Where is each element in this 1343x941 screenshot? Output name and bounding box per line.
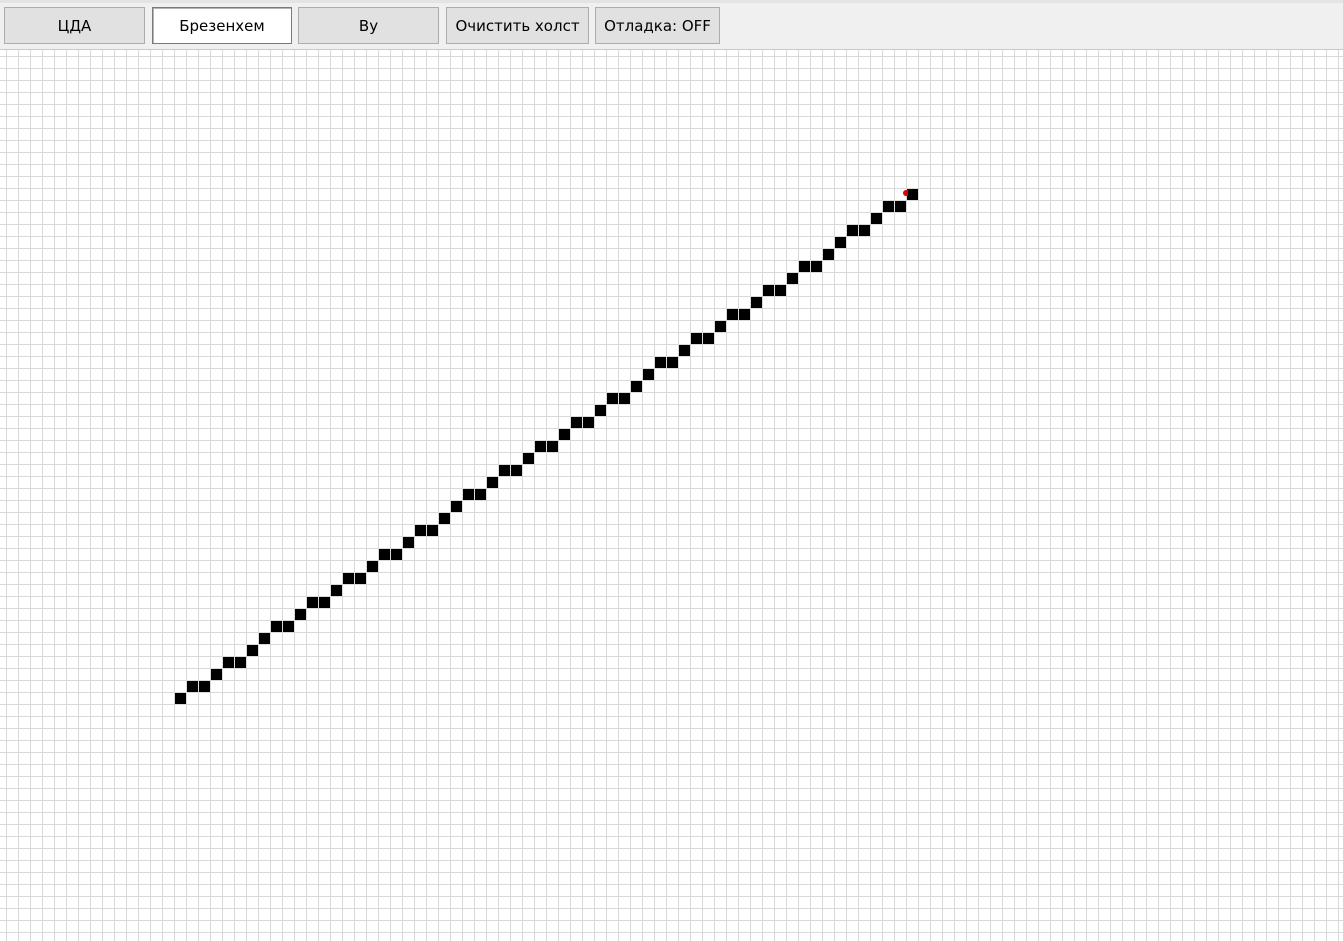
line-pixel (703, 333, 714, 344)
line-pixel (223, 657, 234, 668)
line-pixel (439, 513, 450, 524)
line-pixel (295, 609, 306, 620)
line-pixel (679, 345, 690, 356)
line-pixel (187, 681, 198, 692)
line-pixel (643, 369, 654, 380)
line-pixel (799, 261, 810, 272)
wu-button[interactable]: By (298, 7, 439, 44)
line-pixel (331, 585, 342, 596)
line-pixel (691, 333, 702, 344)
line-pixel (427, 525, 438, 536)
line-pixel (547, 441, 558, 452)
line-pixel (463, 489, 474, 500)
line-pixel (655, 357, 666, 368)
dda-button[interactable]: ЦДА (4, 7, 145, 44)
rasterized-line (0, 50, 1343, 941)
line-pixel (907, 189, 918, 200)
line-pixel (403, 537, 414, 548)
line-pixel (883, 201, 894, 212)
line-pixel (559, 429, 570, 440)
line-pixel (595, 405, 606, 416)
line-pixel (535, 441, 546, 452)
line-pixel (211, 669, 222, 680)
line-pixel (319, 597, 330, 608)
line-pixel (787, 273, 798, 284)
line-pixel (835, 237, 846, 248)
line-pixel (667, 357, 678, 368)
line-pixel (871, 213, 882, 224)
line-pixel (823, 249, 834, 260)
line-pixel (379, 549, 390, 560)
line-pixel (763, 285, 774, 296)
line-pixel (895, 201, 906, 212)
line-pixel (523, 453, 534, 464)
line-pixel (271, 621, 282, 632)
line-pixel (451, 501, 462, 512)
line-pixel (775, 285, 786, 296)
line-pixel (571, 417, 582, 428)
line-pixel (175, 693, 186, 704)
pixel-grid-canvas[interactable] (0, 50, 1343, 941)
line-pixel (619, 393, 630, 404)
line-pixel (355, 573, 366, 584)
line-pixel (751, 297, 762, 308)
line-pixel (499, 465, 510, 476)
line-pixel (811, 261, 822, 272)
line-pixel (727, 309, 738, 320)
line-pixel (715, 321, 726, 332)
line-pixel (199, 681, 210, 692)
bresenham-button[interactable]: Брезенхем (152, 7, 292, 44)
cursor-marker (903, 190, 908, 196)
line-pixel (859, 225, 870, 236)
line-pixel (739, 309, 750, 320)
line-pixel (343, 573, 354, 584)
line-pixel (607, 393, 618, 404)
line-pixel (475, 489, 486, 500)
line-pixel (487, 477, 498, 488)
line-pixel (391, 549, 402, 560)
toolbar: ЦДА Брезенхем By Очистить холст Отладка:… (0, 0, 1343, 50)
line-pixel (283, 621, 294, 632)
clear-canvas-button[interactable]: Очистить холст (446, 7, 589, 44)
line-pixel (307, 597, 318, 608)
line-pixel (247, 645, 258, 656)
line-pixel (367, 561, 378, 572)
debug-toggle-button[interactable]: Отладка: OFF (595, 7, 720, 44)
line-pixel (847, 225, 858, 236)
line-pixel (235, 657, 246, 668)
line-pixel (511, 465, 522, 476)
line-pixel (259, 633, 270, 644)
line-pixel (415, 525, 426, 536)
line-pixel (631, 381, 642, 392)
line-pixel (583, 417, 594, 428)
